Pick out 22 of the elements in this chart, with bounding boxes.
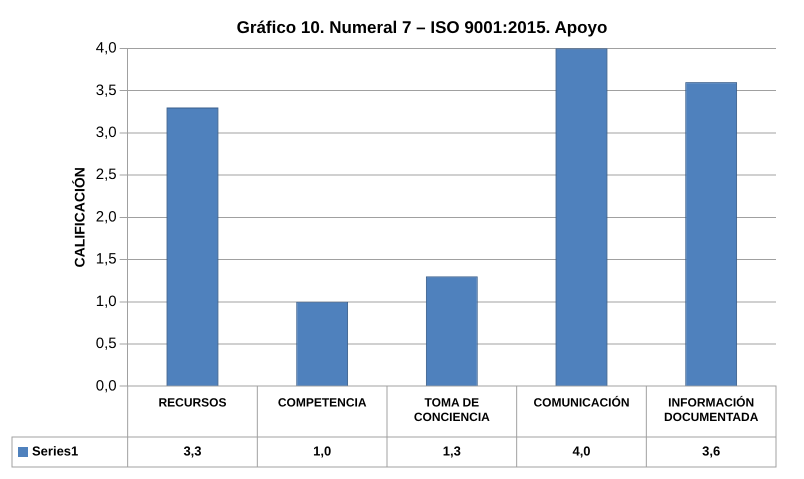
data-label: 3,3: [183, 444, 202, 459]
y-tick-label: 1,5: [96, 250, 117, 268]
data-label: 1,3: [442, 444, 461, 459]
x-tick-label: COMPETENCIA: [278, 396, 367, 410]
y-tick-label: 3,5: [96, 82, 117, 99]
data-label: 1,0: [313, 444, 332, 459]
x-tick-label: TOMA DE CONCIENCIA: [414, 396, 490, 424]
x-tick-label: INFORMACIÓN DOCUMENTADA: [664, 396, 759, 424]
legend-label: Series1: [32, 444, 78, 459]
y-tick-label: 4,0: [96, 40, 117, 57]
x-tick-label: COMUNICACIÓN: [533, 396, 630, 410]
y-tick-label: 0,5: [96, 335, 117, 352]
y-axis-title: CALIFICACIÓN: [71, 167, 88, 268]
data-label: 4,0: [572, 444, 591, 459]
chart-title: Gráfico 10. Numeral 7 – ISO 9001:2015. Apoyo: [236, 18, 608, 37]
y-tick-label: 1,0: [96, 292, 117, 310]
x-tick-label: RECURSOS: [158, 396, 226, 410]
y-tick-label: 2,0: [96, 208, 117, 226]
y-tick-label: 2,5: [96, 166, 117, 184]
y-tick-label: 3,0: [96, 124, 117, 141]
data-label: 3,6: [702, 444, 720, 459]
y-tick-label: 0,0: [96, 377, 117, 394]
